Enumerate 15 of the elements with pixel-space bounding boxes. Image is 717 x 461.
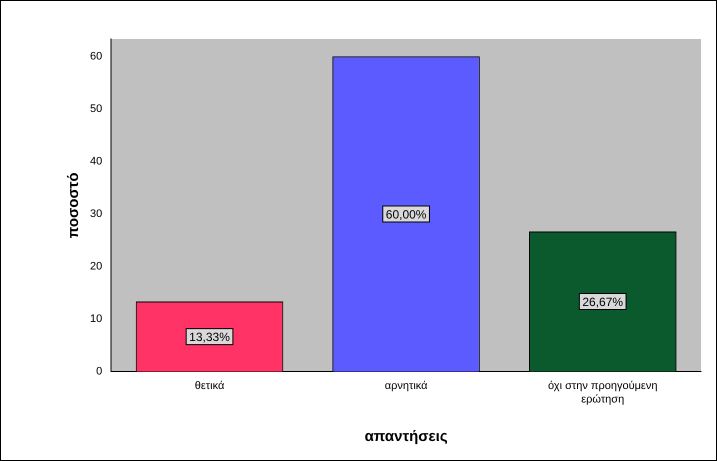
data-label: 26,67% <box>582 294 624 309</box>
data-label: 13,33% <box>189 330 230 344</box>
data-label: 60,00% <box>386 207 427 222</box>
y-tick-label: 20 <box>90 260 102 273</box>
x-tick-label: όχι στην προηγούμενη ερώτηση <box>548 380 658 406</box>
x-tick-label: αρνητικά <box>384 380 428 392</box>
y-axis-title: ποσοστό <box>65 172 82 238</box>
y-tick-label: 0 <box>96 366 102 378</box>
y-tick-label: 10 <box>90 313 102 326</box>
y-tick-label: 60 <box>90 50 102 62</box>
y-tick-label: 40 <box>90 155 102 168</box>
x-axis-title: απαντήσεις <box>364 428 448 446</box>
y-tick-label: 30 <box>90 208 102 220</box>
x-tick-label: θετικά <box>194 380 225 392</box>
y-tick-label: 50 <box>90 102 102 115</box>
